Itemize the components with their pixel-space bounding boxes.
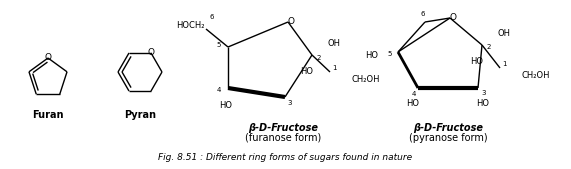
Text: 5: 5: [216, 42, 221, 48]
Text: 5: 5: [388, 51, 392, 57]
Text: OH: OH: [328, 39, 340, 47]
Text: O: O: [45, 54, 51, 63]
Text: 1: 1: [332, 65, 336, 71]
Text: HO: HO: [219, 102, 232, 111]
Text: O: O: [288, 18, 295, 27]
Text: (furanose form): (furanose form): [245, 133, 321, 143]
Text: O: O: [147, 49, 155, 57]
Text: HOCH₂: HOCH₂: [176, 21, 204, 30]
Text: HO: HO: [300, 66, 313, 76]
Text: Pyran: Pyran: [124, 110, 156, 120]
Text: 3: 3: [288, 100, 292, 106]
Text: 6: 6: [210, 14, 214, 20]
Text: Furan: Furan: [32, 110, 64, 120]
Text: O: O: [449, 14, 456, 22]
Text: 2: 2: [317, 55, 321, 61]
Text: 6: 6: [421, 11, 425, 17]
Text: OH: OH: [497, 29, 510, 38]
Text: CH₂OH: CH₂OH: [522, 71, 550, 80]
Text: 1: 1: [502, 61, 506, 67]
Text: CH₂OH: CH₂OH: [352, 76, 380, 84]
Text: HO: HO: [477, 100, 489, 108]
Text: HO: HO: [471, 56, 484, 66]
Text: HO: HO: [365, 52, 378, 61]
Text: 4: 4: [216, 87, 221, 93]
Text: HO: HO: [407, 100, 420, 108]
Text: 2: 2: [487, 44, 491, 50]
Text: 4: 4: [412, 91, 416, 97]
Text: β-D-Fructose: β-D-Fructose: [413, 123, 483, 133]
Text: β-D-Fructose: β-D-Fructose: [248, 123, 318, 133]
Text: (pyranose form): (pyranose form): [409, 133, 487, 143]
Text: 3: 3: [482, 90, 486, 96]
Text: Fig. 8.51 : Different ring forms of sugars found in nature: Fig. 8.51 : Different ring forms of suga…: [158, 153, 412, 163]
